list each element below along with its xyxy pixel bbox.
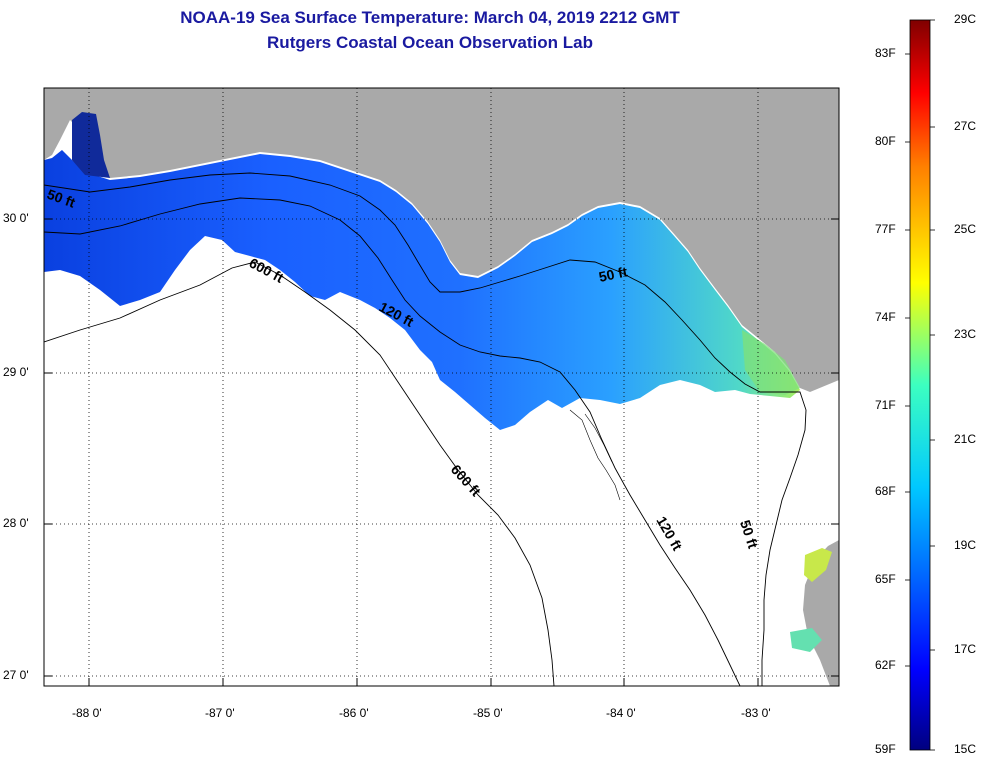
lon-tick-label: -86 0' [339, 706, 369, 720]
colorbar-label-c: 23C [954, 327, 977, 341]
florida-peninsula [803, 386, 839, 686]
colorbar-label-f: 83F [875, 46, 896, 60]
plot-frame [43, 87, 840, 687]
colorbar-label-c: 27C [954, 119, 977, 133]
axis-ticks [44, 218, 839, 686]
contour-line-50ft [44, 172, 807, 686]
colorbar-label-c: 15C [954, 742, 977, 756]
cold-bay-water [72, 112, 110, 178]
warm-patch-tampa [804, 548, 832, 582]
colorbar-label-f: 77F [875, 222, 896, 236]
lat-tick-label: 27 0' [3, 668, 29, 682]
colorbar-label-c: 17C [954, 642, 977, 656]
contour-line-600ft [44, 261, 555, 686]
colorbar-label-c: 19C [954, 538, 977, 552]
sst-data-band [44, 150, 800, 430]
lon-tick-label: -85 0' [473, 706, 503, 720]
colorbar-label-c: 21C [954, 432, 977, 446]
colorbar-label-f: 68F [875, 484, 896, 498]
colorbar-label-f: 71F [875, 398, 896, 412]
contour-line-120ft [44, 197, 741, 686]
contour-detail [569, 409, 621, 501]
colorbar-label-c: 25C [954, 222, 977, 236]
colorbar-label-f: 74F [875, 310, 896, 324]
colorbar-label-f: 80F [875, 134, 896, 148]
land-mass [44, 88, 839, 686]
lat-tick-label: 28 0' [3, 516, 29, 530]
map-subtitle: Rutgers Coastal Ocean Observation Lab [267, 33, 593, 52]
colorbar-label-f: 62F [875, 658, 896, 672]
colorbar-label-f: 65F [875, 572, 896, 586]
lat-tick-label: 30 0' [3, 211, 29, 225]
colorbar-label-f: 59F [875, 742, 896, 756]
lon-tick-label: -87 0' [205, 706, 235, 720]
colorbar-ticks [905, 19, 935, 751]
lat-tick-label: 29 0' [3, 365, 29, 379]
map-title: NOAA-19 Sea Surface Temperature: March 0… [180, 8, 680, 27]
colorbar-label-c: 29C [954, 12, 977, 26]
contour-label: 50 ft [597, 263, 629, 285]
grid-lines [44, 88, 839, 686]
lon-tick-label: -88 0' [72, 706, 102, 720]
lon-tick-label: -84 0' [606, 706, 636, 720]
colorbar [909, 19, 931, 751]
warm-patch-bigbend [742, 330, 800, 395]
lon-tick-label: -83 0' [741, 706, 771, 720]
warm-patch-south [790, 628, 822, 652]
